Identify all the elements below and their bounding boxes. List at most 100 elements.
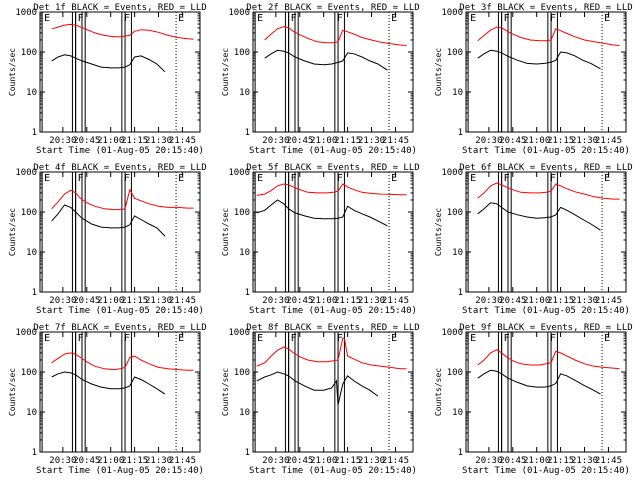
- plot-frame: [465, 331, 627, 453]
- attenuator-label: E: [470, 173, 476, 184]
- x-tick-label: 21:45: [169, 456, 196, 466]
- attenuator-gap-marker: [124, 11, 132, 133]
- y-axis-label: Counts/sec: [434, 368, 443, 416]
- detector-panel: Det 7f BLACK = Events, RED = LLD 1 10 100 10…: [8, 323, 207, 476]
- attenuator-gap-marker: [81, 11, 86, 133]
- x-tick-label: 21:45: [169, 296, 196, 306]
- x-tick-label: 20:45: [73, 296, 100, 306]
- x-tick-label: 21:30: [145, 296, 172, 306]
- y-axis-label: Counts/sec: [8, 48, 17, 96]
- panel-title: Det 6f BLACK = Events, RED = LLD: [459, 163, 632, 173]
- panel-title: Det 5f BLACK = Events, RED = LLD: [246, 163, 419, 173]
- attenuator-label: E: [44, 333, 50, 344]
- events-series-line: [51, 371, 166, 395]
- y-tick-label: 1: [32, 448, 37, 458]
- attenuator-gap-marker: [294, 171, 299, 293]
- attenuator-label: E: [44, 173, 50, 184]
- y-tick-label: 1000: [228, 328, 250, 338]
- attenuator-label: F: [291, 173, 297, 184]
- attenuator-label: F: [337, 333, 343, 344]
- attenuator-label: F: [550, 333, 556, 344]
- x-tick-label: 20:45: [286, 296, 313, 306]
- panel-title: Det 9f BLACK = Events, RED = LLD: [459, 323, 632, 333]
- x-tick-label: 20:30: [49, 456, 76, 466]
- attenuator-label: E: [44, 13, 50, 24]
- y-tick-label: 100: [234, 48, 250, 58]
- attenuator-gap-marker: [294, 331, 299, 453]
- y-tick-label: 10: [239, 248, 250, 258]
- x-tick-label: 21:30: [358, 456, 385, 466]
- attenuator-label: E: [178, 173, 184, 184]
- attenuator-label: E: [604, 333, 610, 344]
- x-tick-label: 20:30: [475, 136, 502, 146]
- x-tick-label: 20:45: [286, 456, 313, 466]
- x-tick-label: 20:30: [49, 136, 76, 146]
- plot-frame: [252, 171, 414, 293]
- lld-series-line: [256, 183, 407, 196]
- detector-panel: Det 3f BLACK = Events, RED = LLD 1 10 100 10…: [434, 3, 633, 156]
- attenuator-gap-marker: [81, 331, 86, 453]
- lld-series-line: [51, 23, 194, 40]
- x-tick-label: 21:00: [310, 136, 337, 146]
- y-tick-label: 1000: [15, 8, 37, 18]
- attenuator-label: F: [550, 173, 556, 184]
- attenuator-label: F: [124, 13, 130, 24]
- attenuator-gap-marker: [124, 331, 132, 453]
- attenuator-label: F: [337, 13, 343, 24]
- y-tick-label: 100: [21, 208, 37, 218]
- y-tick-label: 100: [234, 368, 250, 378]
- events-series-line: [256, 371, 379, 406]
- detector-panel: Det 1f BLACK = Events, RED = LLD 1 10 100 10…: [8, 3, 207, 156]
- x-tick-label: 21:00: [523, 136, 550, 146]
- y-tick-label: 1: [458, 448, 463, 458]
- x-tick-label: 21:15: [334, 136, 361, 146]
- attenuator-label: F: [291, 13, 297, 24]
- y-tick-label: 10: [239, 408, 250, 418]
- y-tick-label: 10: [26, 248, 37, 258]
- x-tick-label: 21:30: [571, 296, 598, 306]
- plot-frame: [465, 11, 627, 133]
- x-axis-label: Start Time (01-Aug-05 20:15:40): [462, 306, 630, 316]
- attenuator-gap-marker: [124, 171, 132, 293]
- y-tick-label: 10: [239, 88, 250, 98]
- attenuator-label: E: [391, 173, 397, 184]
- detector-panel: Det 4f BLACK = Events, RED = LLD 1 10 100 10…: [8, 163, 207, 316]
- x-tick-label: 21:00: [97, 296, 124, 306]
- detector-panel: Det 5f BLACK = Events, RED = LLD 1 10 100 10…: [221, 163, 420, 316]
- x-tick-label: 21:15: [334, 456, 361, 466]
- y-axis-label: Counts/sec: [221, 208, 230, 256]
- y-tick-label: 1000: [228, 8, 250, 18]
- x-tick-label: 21:30: [145, 136, 172, 146]
- x-tick-label: 21:45: [595, 136, 622, 146]
- panel-title: Det 7f BLACK = Events, RED = LLD: [33, 323, 206, 333]
- detector-panel: Det 8f BLACK = Events, RED = LLD 1 10 100 10…: [221, 323, 420, 476]
- attenuator-label: E: [391, 333, 397, 344]
- x-tick-label: 21:00: [97, 136, 124, 146]
- x-tick-label: 21:30: [571, 456, 598, 466]
- x-axis-label: Start Time (01-Aug-05 20:15:40): [36, 146, 204, 156]
- y-axis-label: Counts/sec: [221, 48, 230, 96]
- x-tick-label: 20:30: [262, 456, 289, 466]
- x-tick-label: 21:45: [382, 296, 409, 306]
- panel-title: Det 2f BLACK = Events, RED = LLD: [246, 3, 419, 13]
- detector-panel: Det 6f BLACK = Events, RED = LLD 1 10 100 10…: [434, 163, 633, 316]
- attenuator-label: F: [504, 173, 510, 184]
- y-axis-label: Counts/sec: [8, 368, 17, 416]
- x-tick-label: 21:00: [97, 456, 124, 466]
- attenuator-label: F: [504, 333, 510, 344]
- y-tick-label: 100: [234, 208, 250, 218]
- lld-series-line: [264, 26, 407, 46]
- attenuator-label: E: [470, 13, 476, 24]
- detector-panel: Det 2f BLACK = Events, RED = LLD 1 10 100 10…: [221, 3, 420, 156]
- x-tick-label: 20:45: [499, 136, 526, 146]
- detector-panel: Det 9f BLACK = Events, RED = LLD 1 10 100 10…: [434, 323, 633, 476]
- x-tick-label: 21:45: [595, 296, 622, 306]
- attenuator-label: F: [291, 333, 297, 344]
- plot-frame: [252, 331, 414, 453]
- x-tick-label: 20:45: [286, 136, 313, 146]
- attenuator-label: F: [78, 333, 84, 344]
- x-tick-label: 21:00: [310, 456, 337, 466]
- attenuator-label: F: [550, 13, 556, 24]
- y-tick-label: 1000: [228, 168, 250, 178]
